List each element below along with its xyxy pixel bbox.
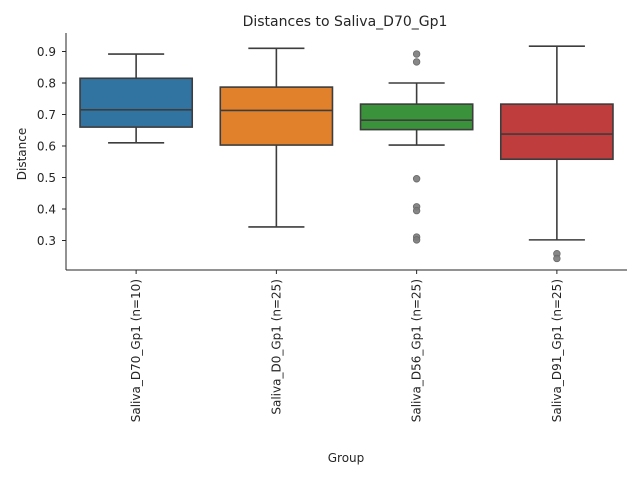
- x-tick-label: Saliva_D91_Gp1 (n=25): [550, 279, 564, 422]
- box-iqr: [79, 77, 194, 128]
- outlier-point: [412, 58, 421, 66]
- x-tick-group: Saliva_D70_Gp1 (n=10) Saliva_D0_Gp1 (n=25…: [129, 270, 564, 422]
- y-tick-label: 0.9: [37, 45, 56, 59]
- outlier-point: [412, 236, 421, 244]
- y-tick-label: 0.8: [37, 77, 56, 91]
- box-iqr: [499, 103, 614, 161]
- x-tick-label: Saliva_D0_Gp1 (n=25): [269, 279, 283, 415]
- box-group: [499, 45, 614, 263]
- x-axis-label: Group: [328, 451, 365, 465]
- plot-area: [79, 45, 614, 263]
- outlier-point: [553, 254, 561, 263]
- box-group: [79, 53, 194, 144]
- y-tick-label: 0.4: [37, 203, 56, 217]
- axes: [65, 33, 627, 271]
- y-tick-label: 0.6: [37, 140, 56, 154]
- y-tick-label: 0.5: [37, 171, 56, 185]
- y-tick-label: 0.7: [37, 108, 56, 122]
- chart-title: Distances to Saliva_D70_Gp1: [243, 14, 448, 30]
- outlier-point: [412, 206, 421, 215]
- box-iqr: [359, 103, 474, 131]
- y-tick-label: 0.3: [37, 234, 56, 248]
- box-group: [359, 50, 474, 244]
- y-tick-group: 0.3 0.4 0.5 0.6 0.7 0.8 0.9: [37, 45, 66, 248]
- outlier-point: [412, 175, 421, 183]
- x-tick-label: Saliva_D56_Gp1 (n=25): [410, 279, 424, 422]
- box-group: [219, 47, 334, 228]
- box-iqr: [219, 86, 334, 146]
- outlier-point: [412, 50, 421, 58]
- y-axis-label: Distance: [15, 128, 29, 180]
- x-tick-label: Saliva_D70_Gp1 (n=10): [129, 279, 143, 422]
